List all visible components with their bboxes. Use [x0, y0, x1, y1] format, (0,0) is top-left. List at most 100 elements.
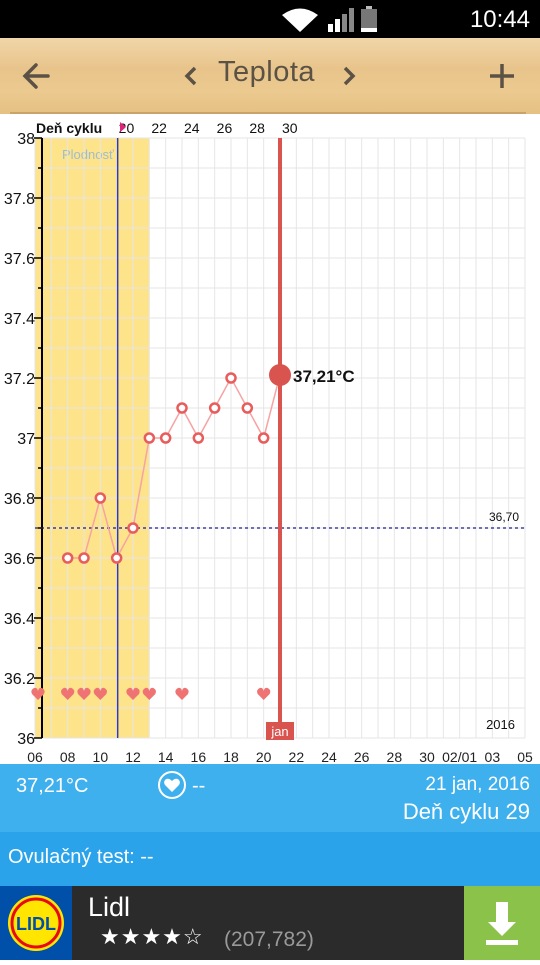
selected-temperature: 37,21°C — [16, 775, 89, 797]
app-bar-divider — [10, 112, 526, 114]
x-tick-label: 20 — [256, 749, 272, 764]
temperature-point — [257, 432, 270, 444]
heart-icon — [164, 778, 180, 792]
arrow-left-icon — [22, 63, 50, 89]
cycle-day: Deň cyklu 29 — [402, 799, 530, 824]
temperature-point — [192, 432, 205, 444]
temperature-chart[interactable]: Plodnosť 38 37.8 37.6 37.4 37.2 37 36.8 36.6 36.4… — [0, 116, 540, 765]
lidl-logo-graphic: LIDL — [4, 892, 68, 954]
temperature-point — [225, 372, 237, 384]
heart-marker — [257, 687, 271, 700]
plus-icon — [490, 64, 514, 88]
info-bar: 37,21°C -- 21 jan, 2016 Deň cyklu 29 — [0, 764, 540, 832]
x-tick-label: 24 — [321, 749, 337, 764]
download-button[interactable] — [464, 886, 540, 960]
top-tick-label: 30 — [282, 120, 298, 136]
x-tick-label: 26 — [354, 749, 370, 764]
x-tick-label: 30 — [419, 749, 435, 764]
y-tick-label: 36.2 — [4, 671, 35, 688]
heart-marker — [175, 687, 189, 700]
next-button[interactable] — [334, 54, 364, 98]
temperature-point — [176, 402, 188, 414]
y-tick-label: 37.8 — [4, 191, 35, 208]
add-button[interactable] — [482, 54, 522, 98]
coverline-label: 36,70 — [489, 510, 519, 524]
temperature-point — [159, 432, 172, 444]
svg-text:LIDL: LIDL — [16, 914, 56, 934]
x-tick-label: 18 — [223, 749, 239, 764]
x-tick-label: 16 — [191, 749, 207, 764]
app-bar: Teplota — [0, 38, 540, 114]
ad-rating-stars: ★★★★☆ — [100, 924, 204, 949]
temperature-point — [143, 432, 156, 444]
selected-date: 21 jan, 2016 — [425, 774, 530, 795]
heart-value: -- — [192, 775, 206, 797]
top-axis-title: Deň cyklu — [36, 120, 102, 136]
heart-marker — [77, 687, 91, 700]
y-tick-label: 37.6 — [4, 251, 35, 268]
temperature-point — [94, 492, 107, 504]
download-icon — [486, 902, 518, 945]
top-tick-label: 20 — [119, 120, 135, 136]
temperature-point — [78, 552, 90, 564]
x-tick-label: 06 — [27, 749, 43, 764]
chevron-right-icon — [343, 66, 356, 86]
top-tick-label: 28 — [249, 120, 265, 136]
x-tick-label: 22 — [289, 749, 305, 764]
heart-marker — [31, 687, 45, 700]
x-tick-label: 10 — [93, 749, 109, 764]
y-tick-label: 36.4 — [4, 611, 35, 628]
x-tick-label: 14 — [158, 749, 174, 764]
top-tick-label: 24 — [184, 120, 200, 136]
x-tick-label: 28 — [387, 749, 403, 764]
heart-marker — [61, 687, 75, 700]
y-tick-label: 36 — [17, 731, 35, 748]
temperature-point — [241, 402, 254, 414]
battery-icon — [361, 6, 377, 32]
heart-marker — [93, 687, 107, 700]
ad-rating-count: (207,782) — [224, 928, 314, 951]
year-label: 2016 — [486, 717, 515, 732]
y-tick-label: 37 — [17, 431, 35, 448]
chevron-left-icon — [184, 66, 197, 86]
fertility-label: Plodnosť — [62, 147, 114, 162]
y-tick-label: 37.2 — [4, 371, 35, 388]
selected-temperature-label: 37,21°C — [293, 367, 355, 386]
y-tick-label: 36.6 — [4, 551, 35, 568]
x-tick-label: 03 — [485, 749, 501, 764]
top-tick-label: 26 — [217, 120, 233, 136]
wifi-icon — [282, 8, 318, 32]
ad-app-name: Lidl — [88, 892, 131, 922]
top-tick-label: 22 — [151, 120, 167, 136]
temperature-point — [110, 552, 123, 564]
ovulation-test-label: Ovulačný test: -- — [8, 846, 154, 868]
cycle-start-marker — [120, 122, 126, 132]
page-title: Teplota — [218, 56, 316, 88]
x-tick-label: 12 — [125, 749, 141, 764]
month-label-box — [266, 722, 294, 740]
temperature-point — [208, 402, 221, 414]
status-icons — [282, 6, 377, 32]
temperature-point — [127, 522, 139, 534]
heart-marker — [142, 687, 156, 700]
selected-temperature-point — [269, 364, 291, 386]
ad-banner[interactable]: LIDL Lidl ★★★★☆ (207,782) — [0, 886, 540, 960]
ovulation-test-row[interactable]: Ovulačný test: -- — [0, 832, 540, 886]
y-tick-label: 37.4 — [4, 311, 35, 328]
y-tick-label: 36.8 — [4, 491, 35, 508]
x-tick-label: 08 — [60, 749, 76, 764]
signal-icon — [328, 8, 354, 32]
heart-button[interactable] — [158, 771, 186, 799]
temperature-point — [61, 552, 74, 564]
y-tick-label: 38 — [17, 131, 35, 148]
x-tick-label: 02/01 — [442, 749, 477, 764]
month-label: jan — [270, 724, 288, 739]
back-button[interactable] — [18, 54, 58, 98]
clock: 10:44 — [469, 6, 530, 33]
x-tick-label: 05 — [517, 749, 533, 764]
prev-button[interactable] — [176, 54, 206, 98]
chart-canvas[interactable]: Plodnosť 38 37.8 37.6 37.4 37.2 37 36.8 36.6 36.4… — [0, 116, 540, 765]
heart-marker — [126, 687, 140, 700]
lidl-logo[interactable]: LIDL — [0, 886, 72, 960]
status-bar: 10:44 — [0, 0, 540, 38]
